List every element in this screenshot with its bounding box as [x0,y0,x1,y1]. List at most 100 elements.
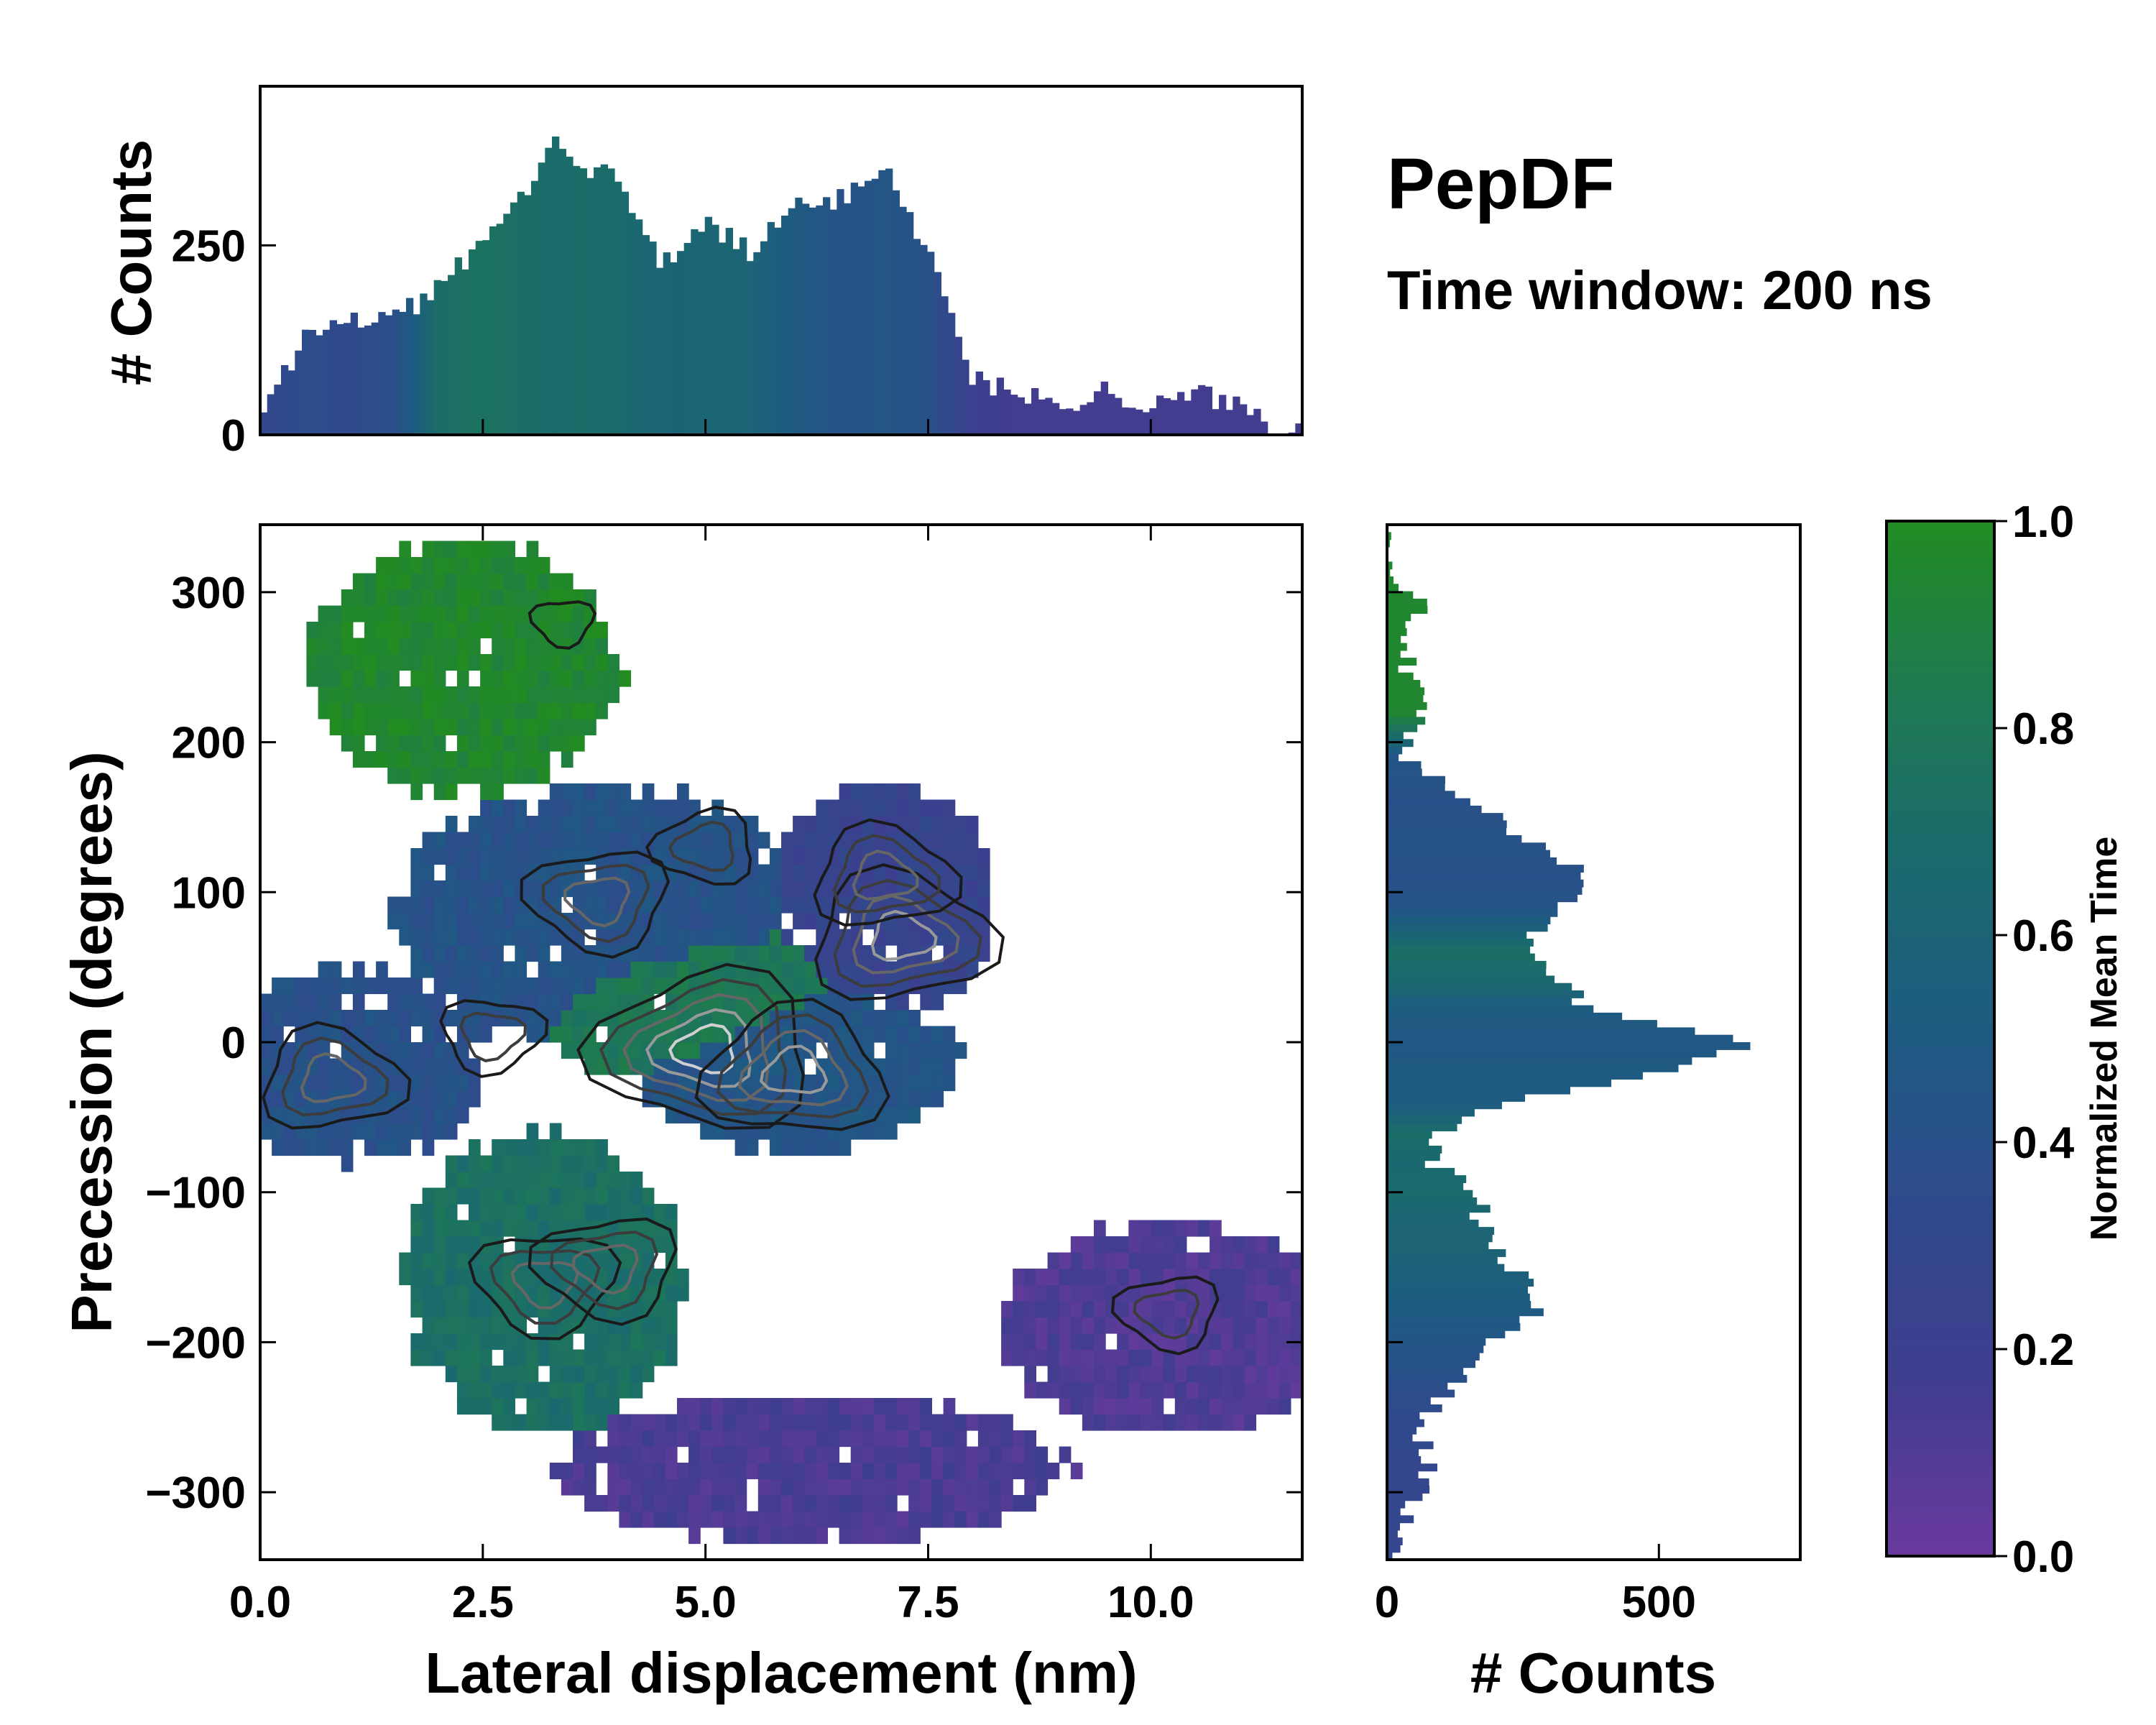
heatmap-cell [584,1495,596,1512]
heatmap-cell [561,1172,573,1189]
heatmap-cell [456,1269,469,1286]
heatmap-cell [445,638,458,655]
heatmap-cell [364,1075,377,1092]
heatmap-cell [503,605,515,622]
top-histogram-bar [1191,389,1199,435]
chart-subtitle: Time window: 200 ns [1387,260,1932,321]
top-histogram-bar [469,249,476,435]
heatmap-cell [1267,1398,1280,1415]
heatmap-cell [1070,1463,1083,1480]
heatmap-cell [399,993,411,1011]
heatmap-cell [700,929,712,946]
heatmap-cell [1256,1236,1268,1254]
heatmap-cell [445,540,458,558]
heatmap-cell [862,993,875,1011]
heatmap-cell [573,783,585,801]
side-histogram-bar [1387,746,1403,755]
heatmap-cell [1047,1381,1060,1399]
heatmap-cell [642,1478,655,1496]
heatmap-cell [711,832,724,849]
heatmap-cell [364,605,377,622]
top-histogram-bar [287,370,295,435]
heatmap-cell [793,896,805,914]
side-histogram-bar [1387,1456,1422,1464]
heatmap-cell [862,913,875,930]
heatmap-cell [619,1446,632,1463]
heatmap-cell [1013,1495,1025,1512]
heatmap-cell [584,1172,596,1189]
heatmap-cell [977,1478,990,1496]
heatmap-cell [1117,1398,1129,1415]
heatmap-cell [885,1478,898,1496]
heatmap-cell [793,816,805,833]
heatmap-cell [804,880,816,898]
heatmap-cell [492,993,504,1011]
top-histogram-bar [1240,404,1248,435]
heatmap-cell [1256,1398,1268,1415]
heatmap-cell [954,832,967,849]
heatmap-cell [399,913,411,930]
heatmap-cell [596,783,608,801]
side-histogram-bar [1387,1271,1529,1279]
heatmap-cell [642,1333,655,1351]
heatmap-cell [897,993,909,1011]
heatmap-cell [480,605,492,622]
heatmap-cell [1221,1236,1233,1254]
heatmap-cell [480,848,492,865]
heatmap-cell [1105,1414,1118,1431]
heatmap-cell [573,993,585,1011]
heatmap-cell [515,686,528,704]
heatmap-cell [688,1414,701,1431]
heatmap-cell [480,799,492,816]
side-histogram-bar [1387,606,1428,614]
side-histogram-bar [1387,924,1548,932]
top-histogram-bar [1128,408,1136,435]
density-contour [1133,1289,1200,1340]
heatmap-cell [757,1463,770,1480]
heatmap-cell [584,1478,596,1496]
heatmap-cell [376,622,388,639]
heatmap-cell [596,816,608,833]
heatmap-cell [469,1349,481,1366]
heatmap-cell [295,978,307,995]
heatmap-cell [538,686,550,704]
heatmap-cell [653,1317,666,1334]
heatmap-cell [757,913,770,930]
heatmap-cell [746,1123,759,1140]
heatmap-cell [1210,1252,1222,1269]
heatmap-cell [573,605,585,622]
heatmap-cell [630,1349,643,1366]
heatmap-cell [1094,1269,1106,1286]
heatmap-cell [1047,1269,1060,1286]
heatmap-cell [804,913,816,930]
heatmap-cell [920,799,932,816]
heatmap-cell [850,1495,863,1512]
heatmap-cell [573,1414,585,1431]
top-histogram-bar [323,329,331,435]
heatmap-cell [445,1269,458,1286]
side-histogram-bar [1387,1515,1414,1524]
x-tick-label: 7.5 [897,1578,959,1627]
heatmap-cell [1128,1220,1141,1237]
heatmap-cell [1024,1478,1036,1496]
side-histogram-bar [1387,1160,1425,1169]
heatmap-cell [584,880,596,898]
density-contour [668,820,734,872]
heatmap-cell [1082,1252,1095,1269]
side-histogram-bar [1387,953,1535,962]
heatmap-cell [480,1269,492,1286]
heatmap-cell [1047,1252,1060,1269]
heatmap-cell [700,945,712,962]
heatmap-cell [596,1366,608,1383]
heatmap-cell [376,1139,388,1156]
heatmap-cell [272,1123,284,1140]
heatmap-cell [596,1204,608,1221]
heatmap-cell [526,832,539,849]
heatmap-cell [734,1430,747,1448]
heatmap-cell [642,816,655,833]
side-histogram-bar [1387,1471,1419,1479]
heatmap-cell [492,880,504,898]
heatmap-cell [665,1430,678,1448]
side-histogram-xlabel: # Counts [1470,1641,1716,1705]
heatmap-cell [839,1527,852,1545]
